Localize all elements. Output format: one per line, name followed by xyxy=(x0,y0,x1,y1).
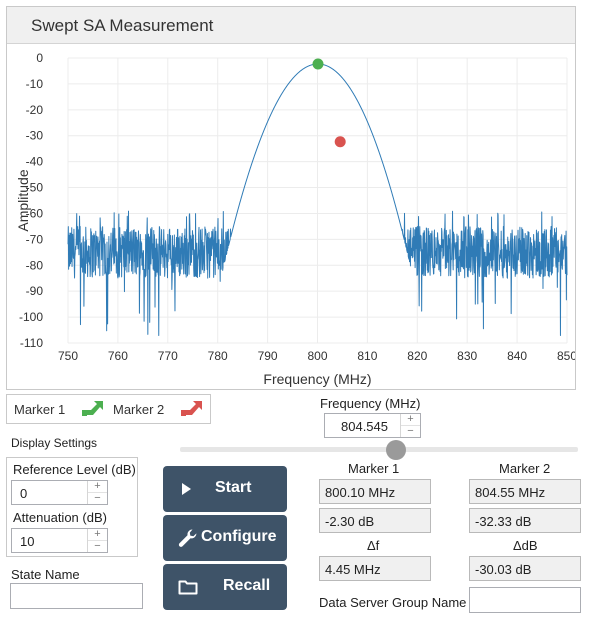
frequency-label: Frequency (MHz) xyxy=(320,396,421,411)
chart-legend: Marker 1 Marker 2 xyxy=(6,394,211,424)
attenuation-input[interactable]: 10 + − xyxy=(11,528,108,553)
chart-markers xyxy=(312,58,346,148)
frequency-increment-button[interactable]: + xyxy=(401,414,420,426)
reference-level-value: 0 xyxy=(20,486,28,501)
attenuation-decrement-button[interactable]: − xyxy=(94,539,101,552)
attenuation-increment-button[interactable]: + xyxy=(88,529,107,541)
x-tick-label: 760 xyxy=(108,349,128,363)
marker-1-point[interactable] xyxy=(312,58,324,70)
attenuation-value: 10 xyxy=(20,534,35,549)
frequency-slider-track[interactable] xyxy=(180,447,578,452)
chart-grid xyxy=(67,57,568,344)
start-button[interactable]: Start xyxy=(163,466,287,512)
marker2-legend-icon xyxy=(181,401,202,416)
delta-db-readout: -30.03 dB xyxy=(469,556,581,581)
panel-header: Swept SA Measurement xyxy=(7,7,575,44)
start-button-label: Start xyxy=(215,479,252,496)
y-tick-label: -30 xyxy=(26,129,44,143)
y-tick-label: -70 xyxy=(26,232,44,246)
marker2-frequency-readout: 804.55 MHz xyxy=(469,479,581,504)
reference-level-decrement-button[interactable]: − xyxy=(94,491,101,504)
x-tick-label: 840 xyxy=(507,349,527,363)
x-tick-label: 820 xyxy=(407,349,427,363)
y-tick-label: -110 xyxy=(20,336,43,350)
delta-f-label: Δf xyxy=(367,538,380,553)
y-tick-label: -50 xyxy=(26,181,44,195)
measurement-panel: Swept SA Measurement 750 760 770 780 790 800 8… xyxy=(6,6,576,390)
delta-f-readout: 4.45 MHz xyxy=(319,556,431,581)
marker2-amplitude-readout: -32.33 dB xyxy=(469,508,581,533)
y-tick-label: -40 xyxy=(26,155,44,169)
display-settings-group: Reference Level (dB) 0 + − Attenuation (… xyxy=(6,457,138,557)
reference-level-input[interactable]: 0 + − xyxy=(11,480,108,505)
chart-ticks: 750 760 770 780 790 800 810 820 830 840 850 0 -10 -20… xyxy=(19,51,575,363)
configure-button[interactable]: Configure xyxy=(163,515,287,561)
x-tick-label: 770 xyxy=(158,349,178,363)
y-tick-label: -100 xyxy=(19,310,43,324)
x-tick-label: 790 xyxy=(258,349,278,363)
y-tick-label: -20 xyxy=(26,103,44,117)
marker1-legend-icon xyxy=(82,401,103,416)
spectrum-chart: 750 760 770 780 790 800 810 820 830 840 850 0 -10 -20… xyxy=(15,51,575,387)
delta-db-label: ΔdB xyxy=(513,538,538,553)
folder-icon xyxy=(178,580,198,595)
y-axis-label: Amplitude xyxy=(15,169,31,231)
legend-marker2-label: Marker 2 xyxy=(113,402,165,417)
panel-title: Swept SA Measurement xyxy=(31,16,214,35)
marker1-amplitude-readout: -2.30 dB xyxy=(319,508,431,533)
frequency-decrement-button[interactable]: − xyxy=(407,424,414,437)
state-name-label: State Name xyxy=(11,567,80,582)
x-tick-label: 830 xyxy=(457,349,477,363)
y-tick-label: -90 xyxy=(26,284,44,298)
data-server-group-input[interactable] xyxy=(469,587,581,613)
play-icon xyxy=(182,483,191,495)
wrench-icon xyxy=(178,529,197,547)
x-tick-label: 750 xyxy=(58,349,78,363)
x-tick-label: 810 xyxy=(357,349,377,363)
y-tick-label: 0 xyxy=(36,51,43,65)
frequency-slider-thumb[interactable] xyxy=(386,440,406,460)
marker1-frequency-readout: 800.10 MHz xyxy=(319,479,431,504)
configure-button-label: Configure xyxy=(201,528,277,545)
y-tick-label: -10 xyxy=(26,77,44,91)
y-tick-label: -80 xyxy=(26,258,44,272)
x-tick-label: 850 xyxy=(557,349,575,363)
recall-button[interactable]: Recall xyxy=(163,564,287,610)
data-server-group-label: Data Server Group Name xyxy=(319,595,467,610)
attenuation-label: Attenuation (dB) xyxy=(13,510,107,525)
state-name-input[interactable] xyxy=(10,583,143,609)
reference-level-label: Reference Level (dB) xyxy=(13,462,136,477)
marker-2-point[interactable] xyxy=(334,136,346,148)
x-tick-label: 800 xyxy=(307,349,327,363)
legend-marker1-label: Marker 1 xyxy=(14,402,66,417)
display-settings-title: Display Settings xyxy=(11,436,98,450)
marker2-readout-title: Marker 2 xyxy=(499,461,551,476)
x-tick-label: 780 xyxy=(208,349,228,363)
reference-level-increment-button[interactable]: + xyxy=(88,481,107,493)
y-tick-label: -60 xyxy=(26,206,44,220)
marker1-readout-title: Marker 1 xyxy=(348,461,400,476)
recall-button-label: Recall xyxy=(223,577,271,594)
x-axis-label: Frequency (MHz) xyxy=(263,371,371,387)
frequency-value: 804.545 xyxy=(341,419,388,434)
frequency-input[interactable]: 804.545 + − xyxy=(324,413,421,438)
